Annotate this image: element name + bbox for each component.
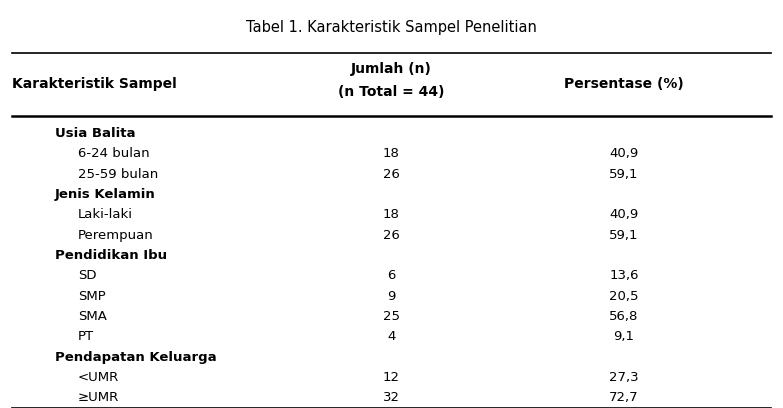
Text: Karakteristik Sampel: Karakteristik Sampel	[12, 77, 177, 91]
Text: Tabel 1. Karakteristik Sampel Penelitian: Tabel 1. Karakteristik Sampel Penelitian	[246, 20, 537, 35]
Text: Perempuan: Perempuan	[78, 229, 153, 242]
Text: Usia Balita: Usia Balita	[55, 127, 135, 140]
Text: 26: 26	[383, 229, 400, 242]
Text: 27,3: 27,3	[609, 371, 639, 384]
Text: SMA: SMA	[78, 310, 106, 323]
Text: 59,1: 59,1	[609, 168, 639, 181]
Text: <UMR: <UMR	[78, 371, 119, 384]
Text: Pendidikan Ibu: Pendidikan Ibu	[55, 249, 167, 262]
Text: ≥UMR: ≥UMR	[78, 391, 119, 404]
Text: 18: 18	[383, 147, 400, 160]
Text: 6: 6	[388, 269, 395, 282]
Text: 6-24 bulan: 6-24 bulan	[78, 147, 150, 160]
Text: PT: PT	[78, 330, 94, 344]
Text: 25-59 bulan: 25-59 bulan	[78, 168, 158, 181]
Text: 4: 4	[388, 330, 395, 344]
Text: 20,5: 20,5	[609, 290, 639, 303]
Text: (n Total = 44): (n Total = 44)	[338, 85, 445, 99]
Text: 72,7: 72,7	[609, 391, 639, 404]
Text: 59,1: 59,1	[609, 229, 639, 242]
Text: 26: 26	[383, 168, 400, 181]
Text: 25: 25	[383, 310, 400, 323]
Text: 40,9: 40,9	[609, 208, 638, 222]
Text: 56,8: 56,8	[609, 310, 639, 323]
Text: 40,9: 40,9	[609, 147, 638, 160]
Text: Laki-laki: Laki-laki	[78, 208, 133, 222]
Text: 18: 18	[383, 208, 400, 222]
Text: 9: 9	[388, 290, 395, 303]
Text: Pendapatan Keluarga: Pendapatan Keluarga	[55, 351, 216, 364]
Text: Jenis Kelamin: Jenis Kelamin	[55, 188, 155, 201]
Text: SMP: SMP	[78, 290, 106, 303]
Text: 13,6: 13,6	[609, 269, 639, 282]
Text: 9,1: 9,1	[613, 330, 634, 344]
Text: 12: 12	[383, 371, 400, 384]
Text: SD: SD	[78, 269, 96, 282]
Text: Persentase (%): Persentase (%)	[564, 77, 684, 91]
Text: 32: 32	[383, 391, 400, 404]
Text: Jumlah (n): Jumlah (n)	[351, 62, 432, 75]
